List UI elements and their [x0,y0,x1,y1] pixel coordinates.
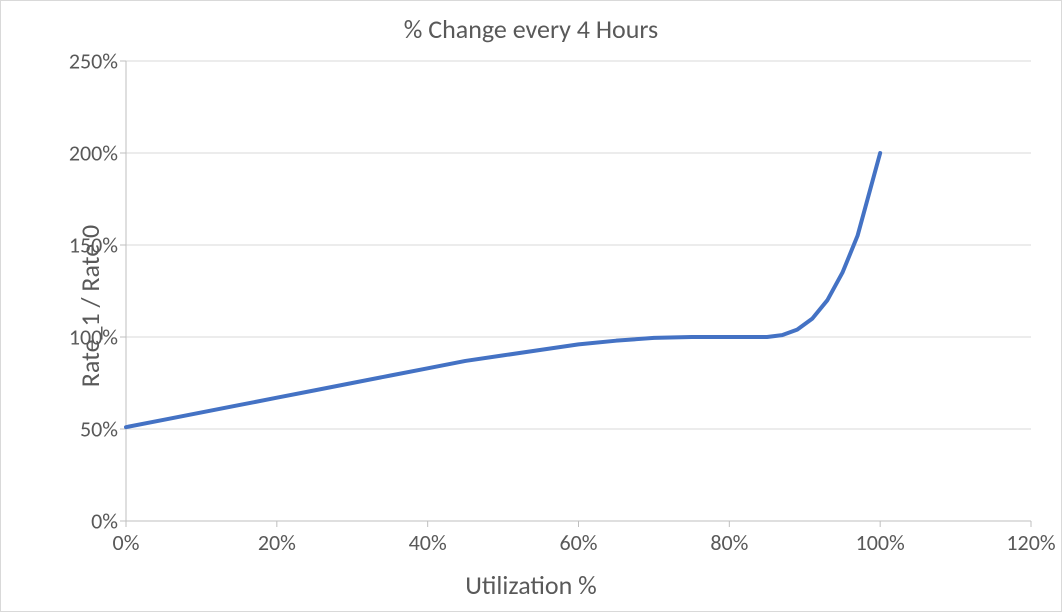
x-tick-label: 120% [1006,529,1055,556]
x-tick-label: 80% [710,529,748,556]
x-tick-label: 60% [559,529,597,556]
x-tick-label: 20% [258,529,296,556]
x-axis-title: Utilization % [1,569,1061,601]
y-tick-label: 200% [69,140,118,167]
y-tick-label: 100% [69,324,118,351]
x-tick-label: 40% [409,529,447,556]
x-tick-label: 0% [113,529,140,556]
y-tick-label: 50% [80,416,118,443]
chart-svg [126,61,1031,521]
plot-area: 0%50%100%150%200%250%0%20%40%60%80%100%1… [126,61,1031,521]
chart-container: % Change every 4 Hours Rate_1 / Rate 0 U… [0,0,1062,612]
y-tick-label: 250% [69,48,118,75]
x-tick-label: 100% [856,529,905,556]
chart-title: % Change every 4 Hours [1,13,1061,45]
data-line [126,153,880,427]
y-tick-label: 150% [69,232,118,259]
